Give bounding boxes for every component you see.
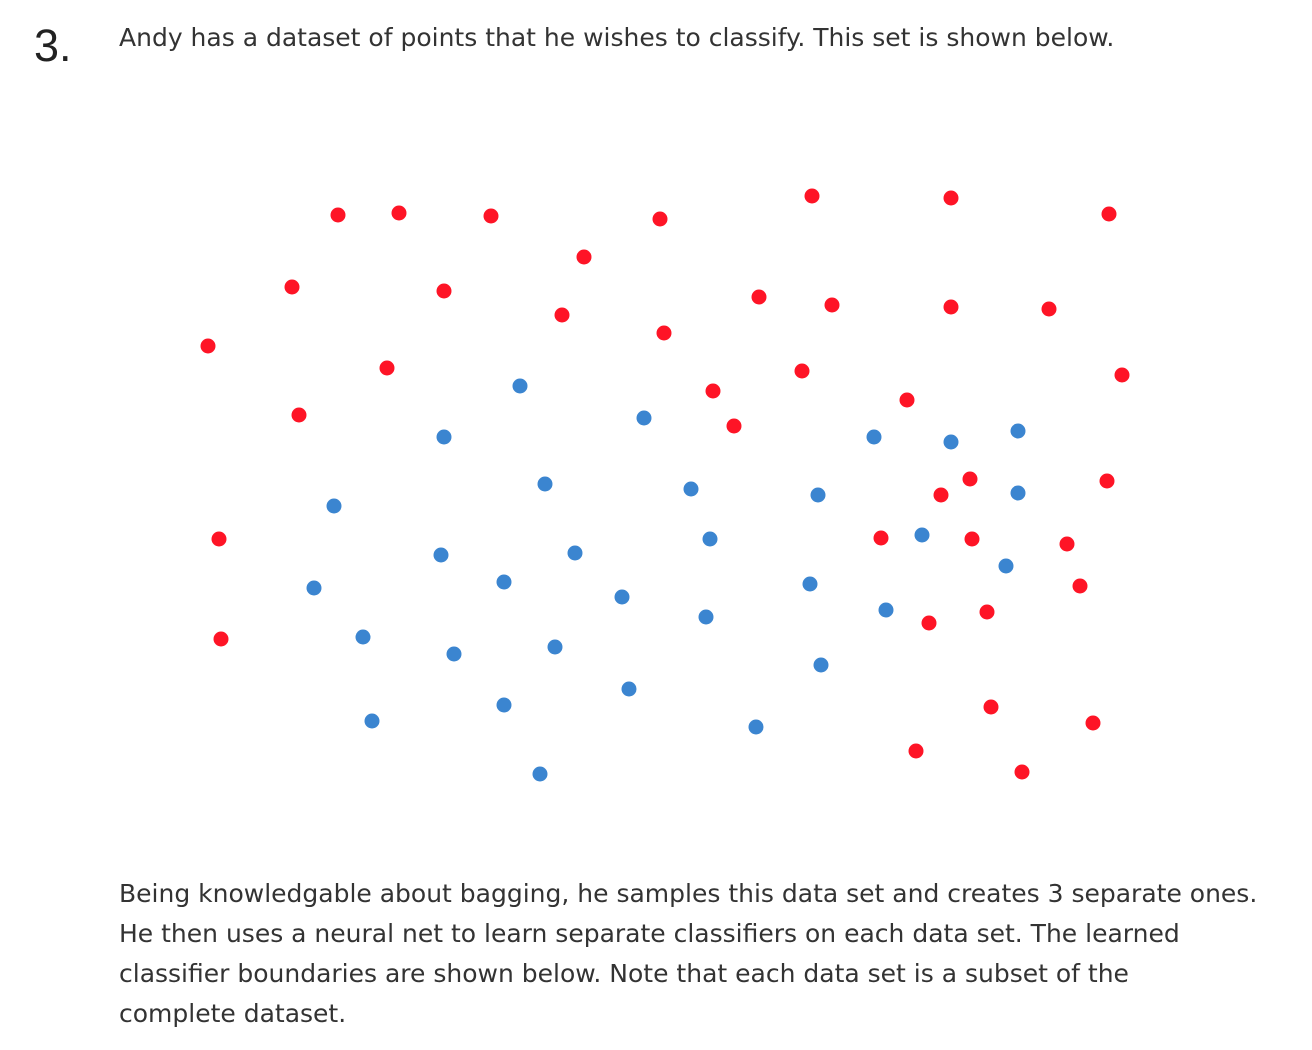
data-point [656,325,672,341]
data-point [698,609,714,625]
question-body-line: classifier boundaries are shown below. N… [119,959,1129,988]
data-point [636,410,652,426]
data-point [873,530,889,546]
data-point [547,639,563,655]
data-point [943,434,959,450]
data-point [1041,301,1057,317]
data-point [726,418,742,434]
data-point [1010,485,1026,501]
data-point [284,279,300,295]
data-point [914,527,930,543]
question-body: Being knowledgable about bagging, he sam… [119,874,1299,1034]
data-point [705,383,721,399]
data-point [213,631,229,647]
data-point [998,558,1014,574]
data-point [326,498,342,514]
data-point [433,547,449,563]
data-point [652,211,668,227]
data-point [391,205,407,221]
data-point [1072,578,1088,594]
data-point [804,188,820,204]
data-point [748,719,764,735]
data-point [751,289,767,305]
question-intro: Andy has a dataset of points that he wis… [119,23,1115,52]
data-point [983,699,999,715]
data-point [794,363,810,379]
data-point [512,378,528,394]
data-point [1010,423,1026,439]
data-point [1114,367,1130,383]
data-point [364,713,380,729]
data-point [964,531,980,547]
data-point [943,299,959,315]
data-point [866,429,882,445]
data-point [979,604,995,620]
data-point [291,407,307,423]
data-point [683,481,699,497]
data-point [496,574,512,590]
data-point [813,657,829,673]
data-point [446,646,462,662]
data-point [943,190,959,206]
question-body-line: complete dataset. [119,999,347,1028]
data-point [211,531,227,547]
data-point [621,681,637,697]
data-point [1099,473,1115,489]
question-body-line: Being knowledgable about bagging, he sam… [119,879,1258,908]
scatter-series [200,188,1130,780]
data-point [483,208,499,224]
data-point [1059,536,1075,552]
data-point [1101,206,1117,222]
data-point [576,249,592,265]
data-point [330,207,346,223]
data-point [436,429,452,445]
data-point [496,697,512,713]
data-point [1085,715,1101,731]
data-point [532,766,548,782]
data-point [921,615,937,631]
question-number: 3. [34,20,72,71]
question-body-line: He then uses a neural net to learn separ… [119,919,1180,948]
data-point [702,531,718,547]
data-point [962,471,978,487]
data-point [1014,764,1030,780]
data-point [878,602,894,618]
data-point [355,629,371,645]
scatter-series [306,378,1026,782]
data-point [933,487,949,503]
data-point [567,545,583,561]
data-point [908,743,924,759]
data-point [899,392,915,408]
data-point [554,307,570,323]
data-point [614,589,630,605]
data-point [824,297,840,313]
data-point [810,487,826,503]
data-point [200,338,216,354]
data-point [802,576,818,592]
data-point [537,476,553,492]
data-point [306,580,322,596]
data-point [436,283,452,299]
data-point [379,360,395,376]
